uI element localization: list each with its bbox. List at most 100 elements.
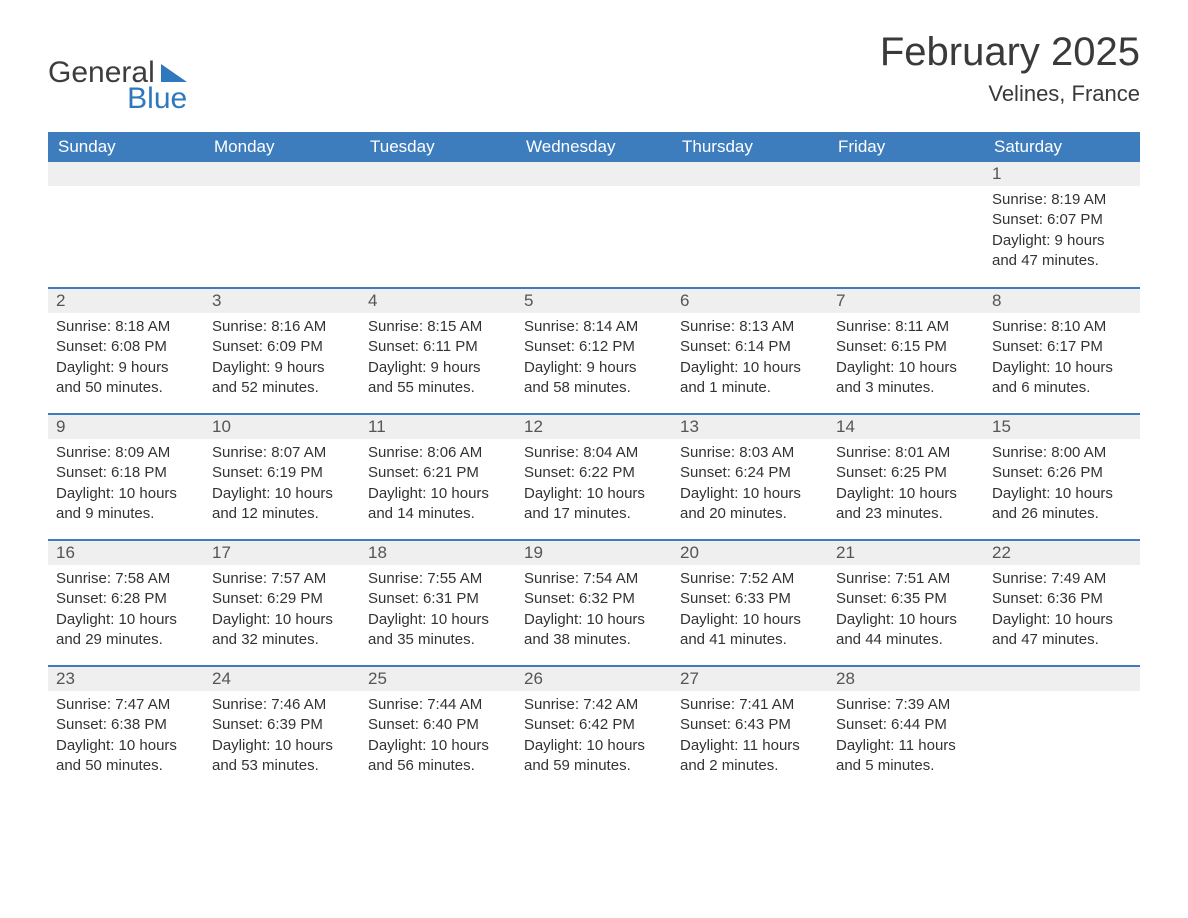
day-number: 11 — [360, 415, 516, 439]
day-cell: 21Sunrise: 7:51 AMSunset: 6:35 PMDayligh… — [828, 540, 984, 666]
day-cell: 10Sunrise: 8:07 AMSunset: 6:19 PMDayligh… — [204, 414, 360, 540]
sunset-line: Sunset: 6:09 PM — [212, 337, 352, 357]
day-number: 14 — [828, 415, 984, 439]
day-cell: 23Sunrise: 7:47 AMSunset: 6:38 PMDayligh… — [48, 666, 204, 792]
day-cell — [984, 666, 1140, 792]
month-title: February 2025 — [880, 30, 1140, 75]
day-number-empty — [360, 162, 516, 186]
daylight-line: Daylight: 9 hours and 50 minutes. — [56, 358, 196, 399]
daylight-line: Daylight: 10 hours and 12 minutes. — [212, 484, 352, 525]
day-cell: 15Sunrise: 8:00 AMSunset: 6:26 PMDayligh… — [984, 414, 1140, 540]
daylight-line: Daylight: 9 hours and 58 minutes. — [524, 358, 664, 399]
sunrise-line: Sunrise: 8:01 AM — [836, 443, 976, 463]
daylight-line: Daylight: 10 hours and 14 minutes. — [368, 484, 508, 525]
sunrise-line: Sunrise: 7:52 AM — [680, 569, 820, 589]
sunrise-line: Sunrise: 8:19 AM — [992, 190, 1132, 210]
sunrise-line: Sunrise: 8:11 AM — [836, 317, 976, 337]
day-body: Sunrise: 7:52 AMSunset: 6:33 PMDaylight:… — [672, 565, 828, 658]
sunset-line: Sunset: 6:32 PM — [524, 589, 664, 609]
day-cell: 3Sunrise: 8:16 AMSunset: 6:09 PMDaylight… — [204, 288, 360, 414]
day-cell: 22Sunrise: 7:49 AMSunset: 6:36 PMDayligh… — [984, 540, 1140, 666]
sunrise-line: Sunrise: 8:04 AM — [524, 443, 664, 463]
day-cell: 1Sunrise: 8:19 AMSunset: 6:07 PMDaylight… — [984, 162, 1140, 288]
day-cell — [360, 162, 516, 288]
day-number-empty — [984, 667, 1140, 691]
day-number: 4 — [360, 289, 516, 313]
day-cell: 17Sunrise: 7:57 AMSunset: 6:29 PMDayligh… — [204, 540, 360, 666]
daylight-line: Daylight: 11 hours and 5 minutes. — [836, 736, 976, 777]
day-body: Sunrise: 8:03 AMSunset: 6:24 PMDaylight:… — [672, 439, 828, 532]
sunrise-line: Sunrise: 8:10 AM — [992, 317, 1132, 337]
day-number: 1 — [984, 162, 1140, 186]
daylight-line: Daylight: 10 hours and 23 minutes. — [836, 484, 976, 525]
day-body: Sunrise: 8:04 AMSunset: 6:22 PMDaylight:… — [516, 439, 672, 532]
daylight-line: Daylight: 10 hours and 38 minutes. — [524, 610, 664, 651]
daylight-line: Daylight: 10 hours and 47 minutes. — [992, 610, 1132, 651]
sunset-line: Sunset: 6:19 PM — [212, 463, 352, 483]
daylight-line: Daylight: 10 hours and 35 minutes. — [368, 610, 508, 651]
day-cell: 2Sunrise: 8:18 AMSunset: 6:08 PMDaylight… — [48, 288, 204, 414]
sunset-line: Sunset: 6:44 PM — [836, 715, 976, 735]
sunset-line: Sunset: 6:25 PM — [836, 463, 976, 483]
sunrise-line: Sunrise: 7:44 AM — [368, 695, 508, 715]
day-cell: 24Sunrise: 7:46 AMSunset: 6:39 PMDayligh… — [204, 666, 360, 792]
daylight-line: Daylight: 10 hours and 1 minute. — [680, 358, 820, 399]
header: General Blue February 2025 Velines, Fran… — [48, 30, 1140, 114]
day-cell: 5Sunrise: 8:14 AMSunset: 6:12 PMDaylight… — [516, 288, 672, 414]
sunset-line: Sunset: 6:15 PM — [836, 337, 976, 357]
day-cell: 9Sunrise: 8:09 AMSunset: 6:18 PMDaylight… — [48, 414, 204, 540]
day-number-empty — [48, 162, 204, 186]
day-body: Sunrise: 7:44 AMSunset: 6:40 PMDaylight:… — [360, 691, 516, 784]
day-body: Sunrise: 7:42 AMSunset: 6:42 PMDaylight:… — [516, 691, 672, 784]
day-body: Sunrise: 8:18 AMSunset: 6:08 PMDaylight:… — [48, 313, 204, 406]
sunrise-line: Sunrise: 8:00 AM — [992, 443, 1132, 463]
weekday-header: Sunday — [48, 132, 204, 162]
day-body: Sunrise: 8:06 AMSunset: 6:21 PMDaylight:… — [360, 439, 516, 532]
day-cell: 18Sunrise: 7:55 AMSunset: 6:31 PMDayligh… — [360, 540, 516, 666]
sunset-line: Sunset: 6:39 PM — [212, 715, 352, 735]
sunset-line: Sunset: 6:18 PM — [56, 463, 196, 483]
sunset-line: Sunset: 6:26 PM — [992, 463, 1132, 483]
day-number-empty — [204, 162, 360, 186]
day-body: Sunrise: 7:57 AMSunset: 6:29 PMDaylight:… — [204, 565, 360, 658]
day-number: 8 — [984, 289, 1140, 313]
day-body: Sunrise: 7:47 AMSunset: 6:38 PMDaylight:… — [48, 691, 204, 784]
day-body: Sunrise: 8:10 AMSunset: 6:17 PMDaylight:… — [984, 313, 1140, 406]
sunrise-line: Sunrise: 7:57 AM — [212, 569, 352, 589]
sunrise-line: Sunrise: 7:58 AM — [56, 569, 196, 589]
day-number: 17 — [204, 541, 360, 565]
day-cell: 26Sunrise: 7:42 AMSunset: 6:42 PMDayligh… — [516, 666, 672, 792]
sunrise-line: Sunrise: 8:13 AM — [680, 317, 820, 337]
week-row: 23Sunrise: 7:47 AMSunset: 6:38 PMDayligh… — [48, 666, 1140, 792]
daylight-line: Daylight: 10 hours and 20 minutes. — [680, 484, 820, 525]
day-number: 26 — [516, 667, 672, 691]
sunrise-line: Sunrise: 7:39 AM — [836, 695, 976, 715]
day-number-empty — [672, 162, 828, 186]
day-number: 2 — [48, 289, 204, 313]
sunset-line: Sunset: 6:31 PM — [368, 589, 508, 609]
day-cell: 14 Sunrise: 8:01 AMSunset: 6:25 PMDayligh… — [828, 414, 984, 540]
day-number: 20 — [672, 541, 828, 565]
weekday-header: Friday — [828, 132, 984, 162]
sunset-line: Sunset: 6:12 PM — [524, 337, 664, 357]
weekday-header-row: Sunday Monday Tuesday Wednesday Thursday… — [48, 132, 1140, 162]
sunset-line: Sunset: 6:24 PM — [680, 463, 820, 483]
sunset-line: Sunset: 6:14 PM — [680, 337, 820, 357]
sunrise-line: Sunrise: 7:55 AM — [368, 569, 508, 589]
daylight-line: Daylight: 10 hours and 56 minutes. — [368, 736, 508, 777]
day-number: 27 — [672, 667, 828, 691]
day-number: 18 — [360, 541, 516, 565]
sunrise-line: Sunrise: 8:09 AM — [56, 443, 196, 463]
daylight-line: Daylight: 10 hours and 32 minutes. — [212, 610, 352, 651]
title-block: February 2025 Velines, France — [880, 30, 1140, 107]
sunset-line: Sunset: 6:29 PM — [212, 589, 352, 609]
day-cell: 27Sunrise: 7:41 AMSunset: 6:43 PMDayligh… — [672, 666, 828, 792]
day-body: Sunrise: 8:16 AMSunset: 6:09 PMDaylight:… — [204, 313, 360, 406]
day-cell: 12Sunrise: 8:04 AMSunset: 6:22 PMDayligh… — [516, 414, 672, 540]
day-cell — [48, 162, 204, 288]
day-body: Sunrise: 7:41 AMSunset: 6:43 PMDaylight:… — [672, 691, 828, 784]
day-cell: 11Sunrise: 8:06 AMSunset: 6:21 PMDayligh… — [360, 414, 516, 540]
day-body: Sunrise: 7:55 AMSunset: 6:31 PMDaylight:… — [360, 565, 516, 658]
day-number: 28 — [828, 667, 984, 691]
day-body: Sunrise: 8:15 AMSunset: 6:11 PMDaylight:… — [360, 313, 516, 406]
